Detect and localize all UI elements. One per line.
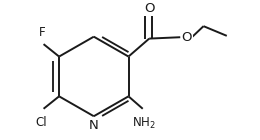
Text: F: F — [39, 26, 46, 39]
Text: NH$_2$: NH$_2$ — [132, 116, 156, 131]
Text: O: O — [181, 31, 192, 44]
Text: N: N — [89, 119, 99, 132]
Text: Cl: Cl — [35, 116, 47, 129]
Text: O: O — [144, 2, 154, 15]
